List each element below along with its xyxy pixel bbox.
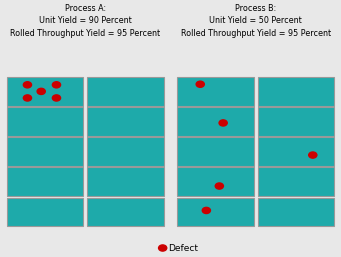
Bar [177, 168, 254, 196]
Bar [87, 137, 164, 166]
Bar [177, 77, 254, 106]
Bar [7, 107, 83, 136]
Circle shape [215, 183, 223, 189]
Bar [7, 198, 83, 226]
Circle shape [37, 88, 45, 95]
Text: Defect: Defect [168, 243, 198, 253]
Text: Process A:
Unit Yield = 90 Percent
Rolled Throughput Yield = 95 Percent: Process A: Unit Yield = 90 Percent Rolle… [10, 4, 160, 38]
Bar [87, 168, 164, 196]
Circle shape [309, 152, 317, 158]
Circle shape [23, 82, 31, 88]
Circle shape [219, 120, 227, 126]
Circle shape [196, 81, 204, 87]
Bar [177, 107, 254, 136]
Bar [7, 168, 83, 196]
Circle shape [53, 82, 61, 88]
Bar [258, 77, 334, 106]
Bar [7, 137, 83, 166]
Circle shape [53, 95, 61, 101]
Circle shape [159, 245, 167, 251]
Circle shape [23, 95, 31, 101]
Text: Process B:
Unit Yield = 50 Percent
Rolled Throughput Yield = 95 Percent: Process B: Unit Yield = 50 Percent Rolle… [181, 4, 331, 38]
Bar [258, 168, 334, 196]
Bar [258, 107, 334, 136]
Circle shape [202, 207, 210, 214]
Bar [258, 198, 334, 226]
Bar [258, 137, 334, 166]
Bar [177, 198, 254, 226]
Bar [87, 198, 164, 226]
Bar [87, 77, 164, 106]
Bar [177, 137, 254, 166]
Bar [87, 107, 164, 136]
Bar [7, 77, 83, 106]
